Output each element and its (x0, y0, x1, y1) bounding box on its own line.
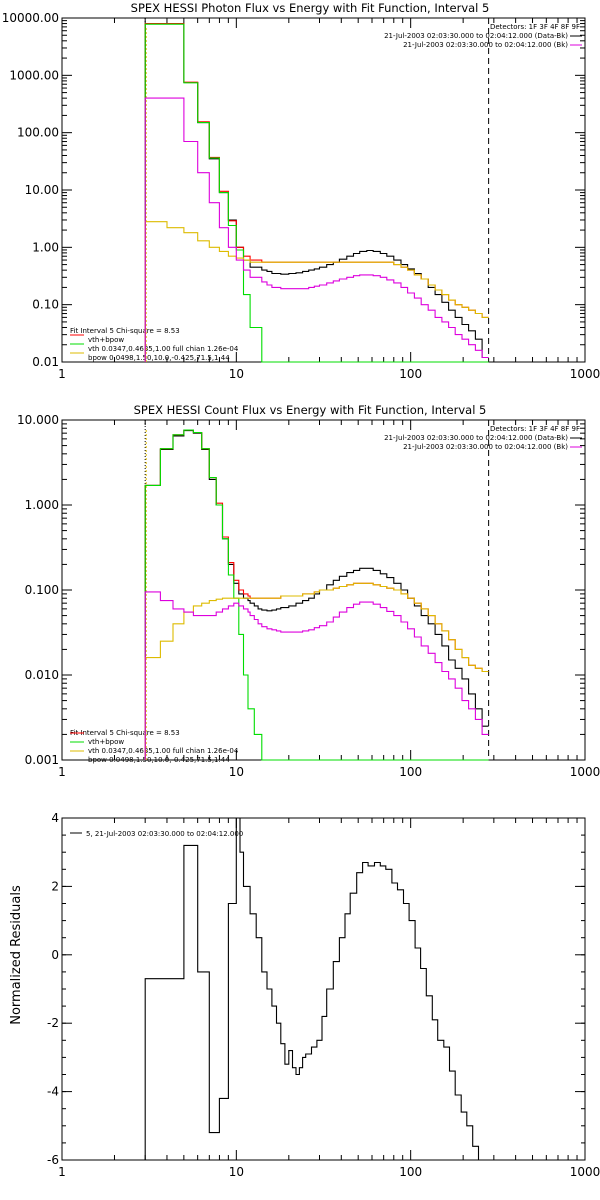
y-tick-label: 0.010 (25, 668, 59, 682)
count-legend-detectors: Detectors: 1F 3F 4F 8F 9F (490, 425, 580, 433)
y-tick-label: 0.10 (32, 298, 59, 312)
series-bpow (144, 582, 489, 760)
plot-frame-3 (61, 817, 586, 1161)
count-flux-panel: SPEX HESSI Count Flux vs Energy with Fit… (17, 403, 600, 779)
plot-frame-1 (61, 17, 586, 363)
series-vth (144, 429, 489, 761)
x-tick-label: 1 (58, 367, 66, 381)
x-tick-label: 10 (229, 1165, 244, 1179)
x-tick-label: 100 (399, 1165, 422, 1179)
count-legend-data-bk: 21-Jul-2003 02:03:30.000 to 02:04:12.000… (384, 434, 568, 442)
series-residuals (144, 817, 489, 1161)
photon-legend-bk: 21-Jul-2003 02:03:30.000 to 02:04:12.000… (403, 41, 568, 49)
x-tick-label: 1000 (570, 367, 600, 381)
series-bk (144, 97, 489, 362)
y-tick-label: 1.000 (25, 498, 59, 512)
y-tick-label: 0 (51, 948, 59, 962)
photon-legend-data-bk: 21-Jul-2003 02:03:30.000 to 02:04:12.000… (384, 32, 568, 40)
x-tick-label: 100 (399, 367, 422, 381)
x-tick-label: 1000 (570, 1165, 600, 1179)
y-tick-label: 10.00 (25, 183, 59, 197)
y-tick-label: 2 (51, 879, 59, 893)
series-data-bk (144, 23, 489, 362)
y-tick-label: -4 (47, 1085, 59, 1099)
x-tick-label: 10 (229, 765, 244, 779)
y-tick-label: 100.00 (17, 126, 59, 140)
x-tick-label: 1 (58, 1165, 66, 1179)
photon-legend-fit-interval: Fit Interval 5 Chi-square = 8.53 (70, 327, 180, 335)
residuals-ylabel: Normalized Residuals (9, 885, 24, 1025)
photon-legend-detectors: Detectors: 1F 3F 4F 8F 9F (490, 23, 580, 31)
series-vth (144, 23, 489, 363)
count-legend-bk: 21-Jul-2003 02:03:30.000 to 02:04:12.000… (403, 443, 568, 451)
photon-legend-vth: vth 0.0347,0.4635,1.00 full chian 1.26e-… (88, 345, 239, 353)
y-tick-label: 1.00 (32, 240, 59, 254)
photon-legend-vthbpow: vth+bpow (88, 336, 124, 344)
series-bk (144, 591, 489, 760)
y-tick-label: 0.100 (25, 583, 59, 597)
count-legend-vthbpow: vth+bpow (88, 738, 124, 746)
x-tick-label: 100 (399, 765, 422, 779)
y-tick-label: 10.000 (17, 413, 59, 427)
count-legend-vth: vth 0.0347,0.4635,1.00 full chian 1.26e-… (88, 747, 239, 755)
y-tick-label: 4 (51, 811, 59, 825)
count-legend-fit-interval: Fit Interval 5 Chi-square = 8.53 (70, 729, 180, 737)
series-data-bk (144, 430, 489, 760)
y-tick-label: 0.001 (25, 753, 59, 767)
photon-flux-panel: SPEX HESSI Photon Flux vs Energy with Fi… (2, 1, 600, 381)
series-bpow (144, 221, 489, 362)
residuals-legend: 5, 21-Jul-2003 02:03:30.000 to 02:04:12.… (86, 830, 243, 838)
series-vth-bpow (144, 429, 489, 760)
photon-flux-title: SPEX HESSI Photon Flux vs Energy with Fi… (131, 1, 490, 15)
residuals-panel: 5, 21-Jul-2003 02:03:30.000 to 02:04:12.… (9, 811, 600, 1179)
count-flux-title: SPEX HESSI Count Flux vs Energy with Fit… (134, 403, 487, 417)
photon-legend-bpow: bpow 0.0498,1.50,10.0,-0.425,71.5,1.44 (88, 354, 230, 362)
x-tick-label: 10 (229, 367, 244, 381)
y-tick-label: 0.01 (32, 355, 59, 369)
y-tick-label: -6 (47, 1153, 59, 1167)
series-vth-bpow (144, 23, 489, 362)
y-tick-label: 10000.00 (2, 11, 59, 25)
x-tick-label: 1 (58, 765, 66, 779)
y-tick-label: -2 (47, 1016, 59, 1030)
y-tick-label: 1000.00 (9, 68, 59, 82)
x-tick-label: 1000 (570, 765, 600, 779)
